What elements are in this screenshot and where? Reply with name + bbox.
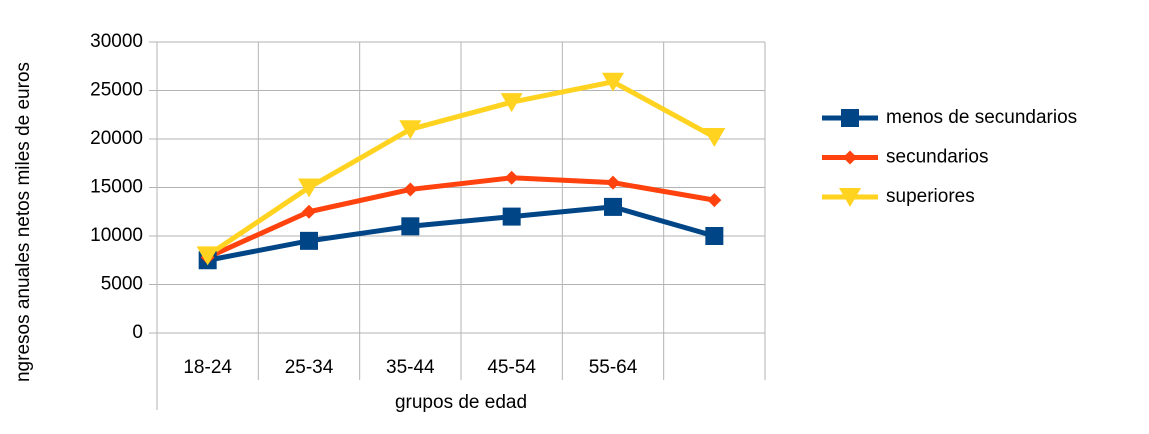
legend-label: superiores <box>886 186 975 207</box>
series-line <box>206 79 716 258</box>
series-line <box>206 175 715 260</box>
y-tick-label: 5000 <box>101 274 143 295</box>
marker <box>841 109 859 127</box>
marker <box>300 231 318 250</box>
marker <box>843 150 857 165</box>
y-tick-label: 25000 <box>90 80 143 101</box>
y-tick-label: 15000 <box>90 177 143 198</box>
x-tick-label: 55-64 <box>589 357 638 378</box>
marker <box>302 204 316 219</box>
x-tick-label: 18-24 <box>183 357 232 378</box>
marker <box>401 217 420 236</box>
marker <box>500 93 523 113</box>
marker <box>707 193 722 208</box>
x-tick-label: 45-54 <box>487 357 536 378</box>
marker <box>403 182 418 197</box>
y-tick-label: 10000 <box>90 225 143 246</box>
marker <box>502 207 521 226</box>
legend-label: menos de secundarios <box>886 107 1077 128</box>
marker <box>504 170 519 185</box>
y-tick-label: 0 <box>132 322 143 343</box>
marker <box>703 128 726 148</box>
y-tick-label: 30000 <box>90 31 143 52</box>
marker <box>602 72 624 92</box>
y-tick-label: 20000 <box>90 128 143 149</box>
x-tick-label: 35-44 <box>386 357 435 378</box>
marker <box>604 197 622 216</box>
marker <box>705 227 724 245</box>
legend-label: secundarios <box>886 147 988 168</box>
marker <box>399 120 422 140</box>
marker <box>196 246 219 266</box>
marker <box>298 178 320 198</box>
x-tick-label: 25-34 <box>285 357 334 378</box>
y-axis-title: ngresos anuales netos miles de euros <box>13 62 34 382</box>
series-line <box>207 204 716 263</box>
marker <box>606 175 620 190</box>
x-axis-title: grupos de edad <box>395 392 527 413</box>
marker <box>839 188 861 207</box>
